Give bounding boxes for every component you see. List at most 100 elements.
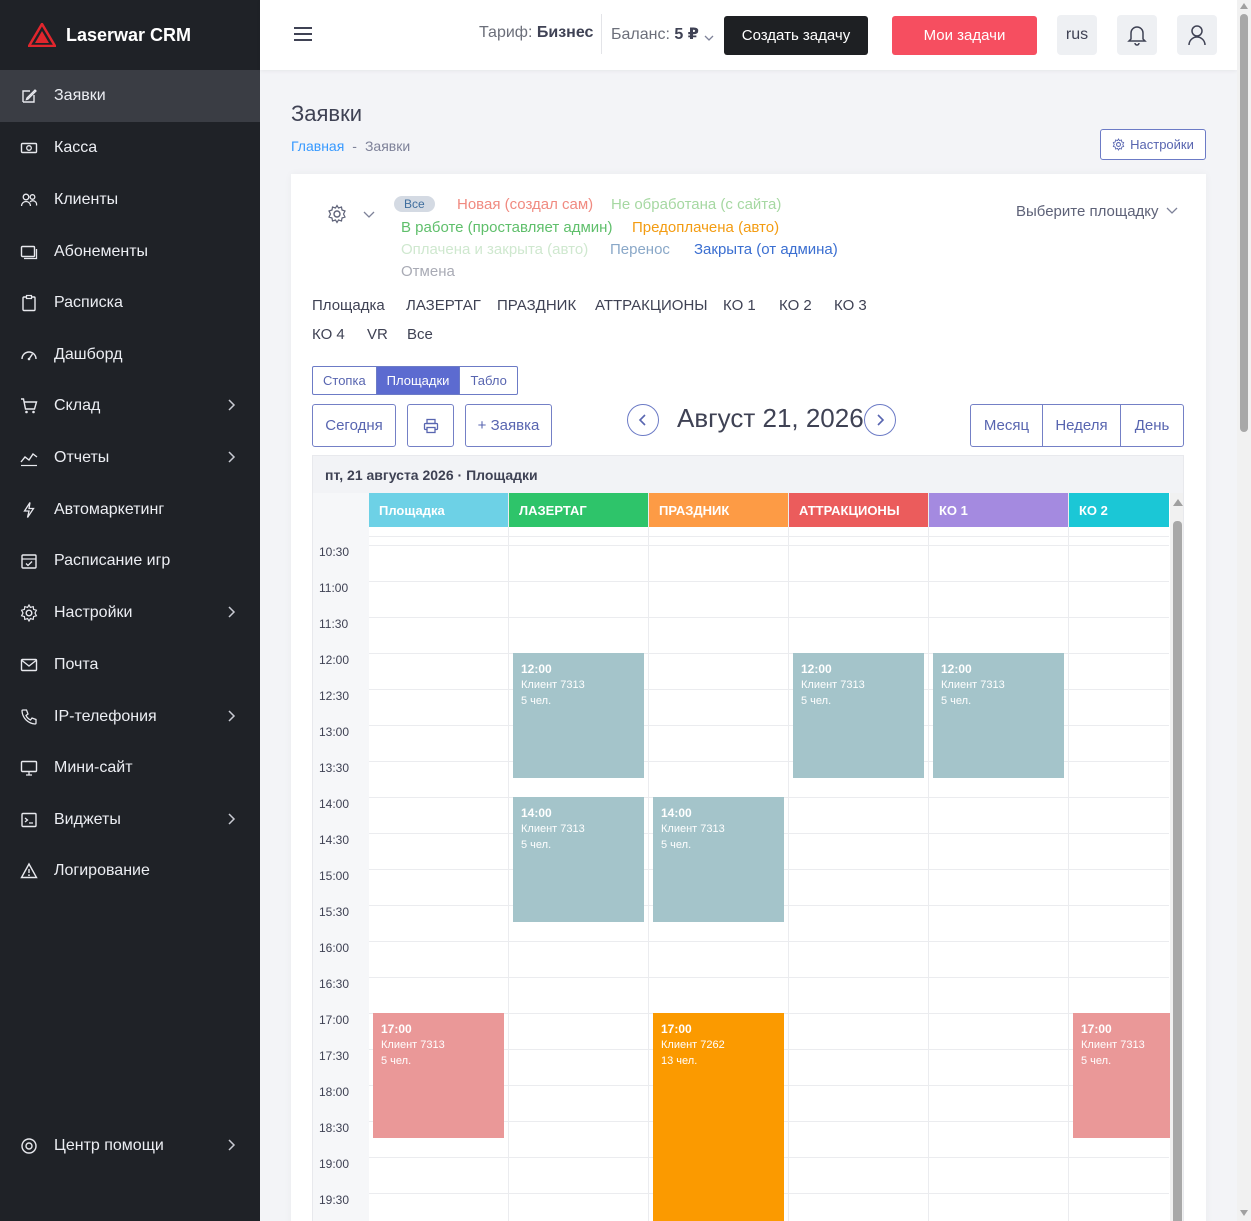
- chevron-down-icon[interactable]: [704, 34, 714, 42]
- slot-line: [369, 536, 1169, 537]
- view-week-button[interactable]: Неделя: [1043, 405, 1121, 446]
- page-scrollbar[interactable]: [1237, 0, 1251, 1221]
- view-mode-board[interactable]: Табло: [470, 373, 507, 388]
- sidebar-item[interactable]: Касса: [0, 122, 260, 174]
- venue-tab-holiday[interactable]: ПРАЗДНИК: [497, 297, 577, 314]
- status-filter-new[interactable]: Новая (создал сам): [457, 196, 594, 213]
- chevron-down-icon[interactable]: [363, 209, 375, 219]
- venue-tab-vr[interactable]: VR: [367, 326, 388, 343]
- venue-tab-lasertag[interactable]: ЛАЗЕРТАГ: [406, 297, 481, 314]
- booking-event[interactable]: 14:00 Клиент 7313 5 чел.: [513, 797, 644, 922]
- sidebar-item[interactable]: Расписание игр: [0, 535, 260, 587]
- date-title: Август 21, 2026: [677, 403, 864, 433]
- venue-tab-ko2[interactable]: КО 2: [779, 297, 812, 314]
- booking-event[interactable]: 14:00 Клиент 7313 5 чел.: [653, 797, 784, 922]
- sidebar-item[interactable]: Абонементы: [0, 226, 260, 278]
- scroll-up-icon[interactable]: [1240, 3, 1248, 9]
- booking-client: Клиент 7313: [381, 1039, 445, 1051]
- today-button[interactable]: Сегодня: [312, 404, 396, 447]
- status-filter-closed-admin[interactable]: Закрыта (от админа): [694, 241, 838, 258]
- sidebar-item-label: Мини-сайт: [54, 759, 133, 776]
- sidebar-item[interactable]: Отчеты: [0, 432, 260, 484]
- view-day-button[interactable]: День: [1134, 417, 1170, 434]
- chevron-right-icon: [228, 813, 236, 825]
- view-mode-toggle: Стопка Площадки Табло: [312, 366, 518, 395]
- sidebar-item[interactable]: Дашборд: [0, 329, 260, 381]
- scroll-up-icon[interactable]: [1173, 499, 1183, 506]
- prev-date-button[interactable]: [627, 404, 659, 436]
- booking-event[interactable]: 17:00 Клиент 7313 5 чел.: [1073, 1013, 1170, 1138]
- sidebar-item[interactable]: Виджеты: [0, 794, 260, 846]
- booking-event[interactable]: 17:00 Клиент 7313 5 чел.: [373, 1013, 504, 1138]
- sidebar-item[interactable]: Автомаркетинг: [0, 484, 260, 536]
- venue-tab-venue[interactable]: Площадка: [312, 297, 385, 314]
- calendar-scrollbar[interactable]: [1170, 493, 1183, 1221]
- sidebar-item[interactable]: IP-телефония: [0, 691, 260, 743]
- scroll-thumb[interactable]: [1240, 14, 1248, 432]
- booking-event[interactable]: 12:00 Клиент 7313 5 чел.: [513, 653, 644, 778]
- sidebar-item-label: Виджеты: [54, 811, 121, 828]
- sidebar-item[interactable]: Клиенты: [0, 174, 260, 226]
- print-button[interactable]: [407, 404, 454, 447]
- lightning-icon: [18, 499, 40, 521]
- scroll-down-icon[interactable]: [1240, 1210, 1248, 1216]
- status-filter-prepaid[interactable]: Предоплачена (авто): [632, 219, 780, 236]
- venue-select[interactable]: Выберите площадку: [1016, 203, 1159, 220]
- status-filter-cancelled[interactable]: Отмена: [401, 263, 455, 280]
- brand[interactable]: Laserwar CRM: [0, 0, 260, 70]
- column-divider: [508, 493, 509, 1221]
- sidebar-item[interactable]: Логирование: [0, 845, 260, 897]
- language-button[interactable]: rus: [1057, 15, 1097, 55]
- chevron-down-icon[interactable]: [1166, 205, 1178, 215]
- sidebar-item[interactable]: Настройки: [0, 587, 260, 639]
- slot-line: [369, 653, 1169, 654]
- view-month-button[interactable]: Месяц: [971, 405, 1043, 446]
- booking-event[interactable]: 17:00 Клиент 7262 13 чел.: [653, 1013, 784, 1221]
- booking-people: 5 чел.: [521, 839, 552, 851]
- status-filter-moved[interactable]: Перенос: [610, 241, 670, 258]
- status-filter-in-progress[interactable]: В работе (проставляет админ): [401, 219, 613, 236]
- view-mode-venues[interactable]: Площадки: [376, 367, 461, 394]
- sidebar-item[interactable]: Заявки: [0, 70, 260, 122]
- booking-event[interactable]: 12:00 Клиент 7313 5 чел.: [933, 653, 1064, 778]
- sidebar-item-label: Заявки: [54, 87, 106, 104]
- printer-icon: [423, 418, 438, 433]
- my-tasks-button[interactable]: Мои задачи: [892, 16, 1037, 55]
- breadcrumb-home-link[interactable]: Главная: [291, 138, 345, 154]
- sidebar-item[interactable]: Мини-сайт: [0, 742, 260, 794]
- booking-time: 12:00: [801, 662, 832, 676]
- settings-button[interactable]: Настройки: [1100, 129, 1206, 160]
- booking-time: 12:00: [941, 662, 972, 676]
- create-task-button[interactable]: Создать задачу: [724, 16, 868, 55]
- venue-tab-attractions[interactable]: АТТРАКЦИОНЫ: [595, 297, 708, 314]
- venue-tab-ko4[interactable]: КО 4: [312, 326, 345, 343]
- sidebar-item-help-center[interactable]: Центр помощи: [0, 1120, 260, 1172]
- notifications-button[interactable]: [1117, 15, 1157, 55]
- warning-icon: [18, 860, 40, 882]
- chevron-right-icon: [228, 710, 236, 722]
- booking-event[interactable]: 12:00 Клиент 7313 5 чел.: [793, 653, 924, 778]
- header-divider: [601, 14, 602, 54]
- gear-icon[interactable]: [327, 204, 347, 224]
- venue-column-header: Площадка: [369, 493, 508, 527]
- time-label: 11:00: [319, 581, 349, 595]
- users-icon: [18, 189, 40, 211]
- sidebar-item[interactable]: Почта: [0, 639, 260, 691]
- sidebar-item[interactable]: Расписка: [0, 277, 260, 329]
- sidebar: Laserwar CRM Заявки Касса Клиенты Абонемент…: [0, 0, 260, 1221]
- status-filter-unprocessed[interactable]: Не обработана (с сайта): [611, 196, 782, 213]
- status-filter-paid-closed[interactable]: Оплачена и закрыта (авто): [401, 241, 589, 258]
- add-request-button[interactable]: + Заявка: [465, 404, 552, 447]
- status-filter-all[interactable]: Все: [394, 196, 435, 212]
- venue-tab-all[interactable]: Все: [407, 326, 433, 343]
- menu-icon[interactable]: [292, 24, 314, 44]
- view-mode-stack[interactable]: Стопка: [313, 367, 377, 394]
- balance[interactable]: Баланс: 5 ₽: [611, 26, 699, 43]
- venue-tab-ko1[interactable]: КО 1: [723, 297, 756, 314]
- calendar-day-header: пт, 21 августа 2026 · Площадки: [313, 456, 1183, 493]
- user-profile-button[interactable]: [1177, 15, 1217, 55]
- next-date-button[interactable]: [864, 404, 896, 436]
- scroll-thumb[interactable]: [1173, 521, 1182, 1221]
- sidebar-item[interactable]: Склад: [0, 380, 260, 432]
- venue-tab-ko3[interactable]: КО 3: [834, 297, 867, 314]
